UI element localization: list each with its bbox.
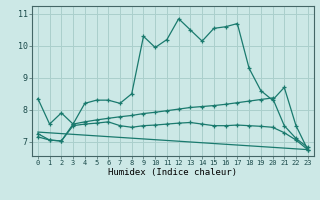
X-axis label: Humidex (Indice chaleur): Humidex (Indice chaleur) [108, 168, 237, 177]
